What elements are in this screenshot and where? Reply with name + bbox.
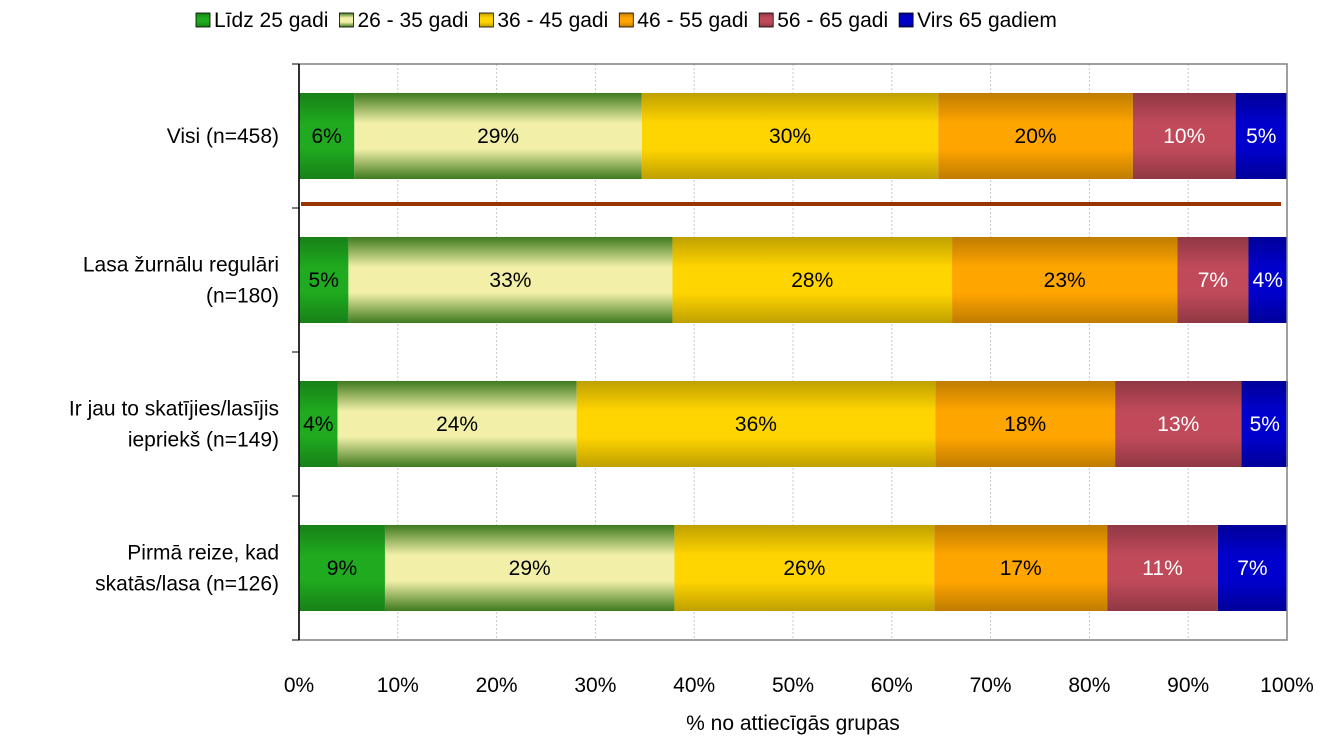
legend-label: Virs 65 gadiem (917, 9, 1057, 32)
bar-segment (384, 525, 675, 611)
data-label: 28% (791, 269, 833, 292)
x-tick-label: 90% (1167, 674, 1209, 697)
x-tick-label: 10% (377, 674, 419, 697)
x-tick-label: 0% (284, 674, 314, 697)
legend-label: 36 - 45 gadi (497, 9, 608, 32)
legend-item: 56 - 65 gadi (758, 9, 888, 32)
data-label: 6% (311, 125, 341, 148)
x-tick-label: 60% (871, 674, 913, 697)
category-label: Lasa žurnālu regulāri (n=180) (83, 254, 279, 308)
bar-segment (641, 93, 939, 179)
x-tick-label: 30% (574, 674, 616, 697)
bar-segment (299, 237, 349, 323)
legend-label: Līdz 25 gadi (214, 9, 328, 32)
x-tick-label: 100% (1260, 674, 1314, 697)
bar-segment (348, 237, 673, 323)
x-axis-label: % no attiecīgās grupas (686, 712, 900, 735)
data-label: 20% (1015, 125, 1057, 148)
legend-swatch (478, 12, 494, 28)
data-label: 29% (509, 557, 551, 580)
axes: 0% 10% 20% 30% 40% 50% 60% 70% 80% 90% 100% (284, 63, 1314, 697)
data-label: 33% (489, 269, 531, 292)
data-label: 29% (477, 125, 519, 148)
bar-segment (337, 381, 577, 467)
bar-segment (299, 381, 338, 467)
data-label: 18% (1004, 413, 1046, 436)
legend-swatch (758, 12, 774, 28)
bar-segment (299, 93, 355, 179)
bar-segment (1248, 237, 1287, 323)
data-label: 5% (1250, 413, 1280, 436)
legend-item: 26 - 35 gadi (339, 9, 468, 32)
legend-label: 46 - 55 gadi (637, 9, 748, 32)
legend-swatch (339, 12, 354, 28)
category-label: Ir jau to skatījies/lasījis iepriekš (n=1… (69, 398, 279, 452)
legend-label: 56 - 65 gadi (777, 9, 888, 32)
bar-segment (1177, 237, 1249, 323)
legend-swatch (618, 12, 634, 28)
bar-segment (672, 237, 953, 323)
x-tick-label: 40% (673, 674, 715, 697)
category-label: Visi (n=458) (167, 125, 279, 148)
bar-segment (1107, 525, 1218, 611)
x-tick-label: 80% (1068, 674, 1110, 697)
legend-label: 26 - 35 gadi (357, 9, 468, 32)
legend-swatch (898, 12, 914, 28)
data-label: 7% (1237, 557, 1267, 580)
data-label: 36% (735, 413, 777, 436)
bar-row: Visi (n=458) 6% 29% 30% 20% 10% 5% (167, 93, 1287, 179)
data-label: 9% (327, 557, 357, 580)
bars: Visi (n=458) 6% 29% 30% 20% 10% 5%Lasa žurnālu… (69, 93, 1288, 611)
bar-segment (674, 525, 935, 611)
data-label: 7% (1198, 269, 1228, 292)
data-label: 30% (769, 125, 811, 148)
data-label: 11% (1142, 557, 1182, 580)
x-tick-label: 20% (476, 674, 518, 697)
bar-segment (1235, 93, 1287, 179)
x-tick-label: 50% (772, 674, 814, 697)
legend-item: 46 - 55 gadi (618, 9, 748, 32)
bar-row: Pirmā reize, kad skatās/lasa (n=126) 9% 29%… (95, 525, 1287, 611)
data-label: 4% (1253, 269, 1283, 292)
bar-segment (934, 525, 1108, 611)
bar-segment (952, 237, 1178, 323)
bar-segment (1132, 93, 1236, 179)
data-label: 23% (1044, 269, 1086, 292)
data-label: 5% (1246, 125, 1276, 148)
bar-segment (299, 525, 385, 611)
data-label: 5% (309, 269, 339, 292)
data-label: 24% (436, 413, 478, 436)
bar-segment (935, 381, 1116, 467)
bar-row: Ir jau to skatījies/lasījis iepriekš (n=1… (69, 381, 1288, 467)
data-label: 26% (783, 557, 825, 580)
category-label: Pirmā reize, kad skatās/lasa (n=126) (95, 542, 279, 596)
legend-swatch (195, 12, 211, 28)
data-label: 13% (1157, 413, 1199, 436)
bar-segment (938, 93, 1133, 179)
x-tick-label: 70% (970, 674, 1012, 697)
bar-row: Lasa žurnālu regulāri (n=180) 5% 33% 28% 23% 7… (83, 237, 1287, 323)
bar-segment (576, 381, 936, 467)
bar-segment (354, 93, 642, 179)
legend: Līdz 25 gadi 26 - 35 gadi 36 - 45 gadi 46 -… (195, 9, 1057, 32)
data-label: 4% (303, 413, 333, 436)
legend-item: Līdz 25 gadi (195, 9, 328, 32)
legend-item: 36 - 45 gadi (478, 9, 608, 32)
data-label: 17% (1000, 557, 1042, 580)
data-label: 10% (1163, 125, 1205, 148)
bar-segment (1115, 381, 1242, 467)
legend-item: Virs 65 gadiem (898, 9, 1057, 32)
bar-segment (1241, 381, 1288, 467)
bar-segment (1217, 525, 1287, 611)
